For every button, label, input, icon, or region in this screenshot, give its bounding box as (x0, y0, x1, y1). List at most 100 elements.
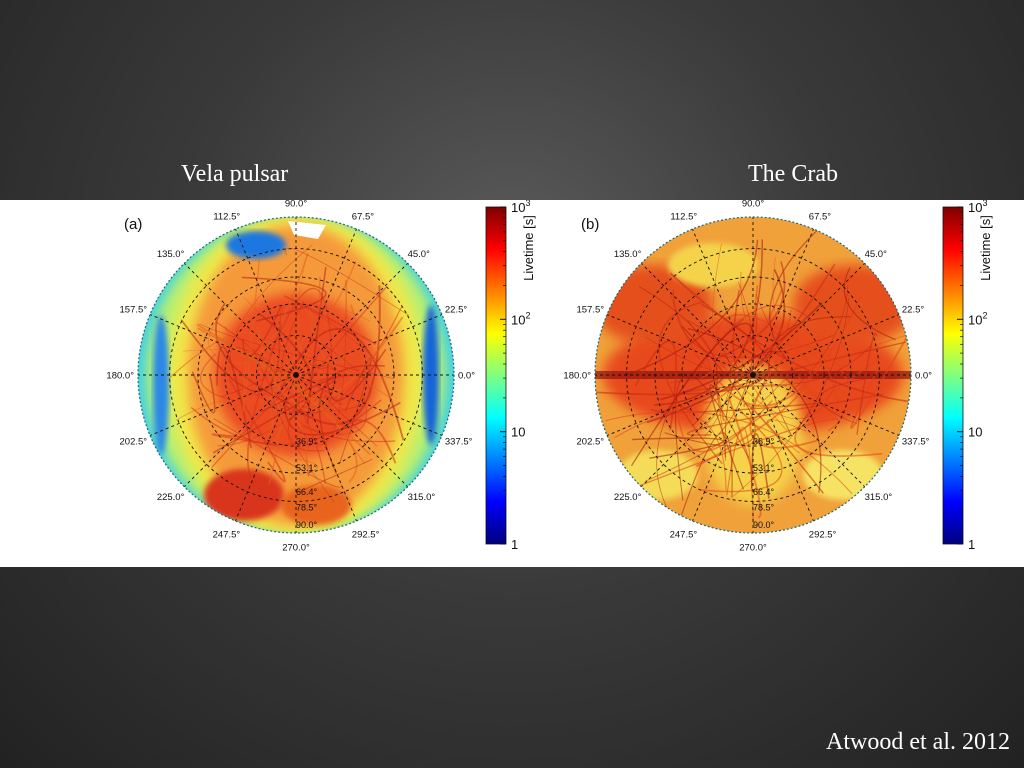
livetime-sky-maps: 0.0° 22.5° 45.0° 67.5° 90.0° 112.5° 135.0° 157.… (106, 198, 993, 554)
livetime-filament (196, 323, 358, 483)
azimuth-label: 225.0° (157, 492, 185, 503)
livetime-filament (246, 337, 278, 492)
azimuth-label: 90.0° (742, 200, 764, 210)
azimuth-spoke (752, 228, 814, 376)
livetime-filament (836, 333, 911, 367)
colorbar-gradient (485, 206, 507, 545)
livetime-filament (199, 323, 395, 379)
azimuth-spoke (183, 262, 297, 376)
livetime-filament (271, 363, 343, 503)
azimuth-spoke (149, 314, 297, 376)
colorbar-tick-label: 10 (968, 425, 982, 440)
colorbar-gradient (942, 206, 964, 545)
polar-grid (138, 217, 454, 533)
livetime-filament (856, 333, 878, 435)
livetime-filament (216, 346, 252, 449)
crab-title: The Crab (748, 161, 838, 187)
azimuth-label: 157.5° (120, 305, 148, 316)
livetime-filament (691, 305, 812, 382)
panel-label: (a) (124, 216, 142, 233)
azimuth-spoke (640, 262, 754, 376)
colorbar-tick-label: 102 (968, 310, 987, 327)
azimuth-label: 202.5° (120, 436, 148, 447)
azimuth-label: 22.5° (902, 305, 924, 316)
azimuth-label: 315.0° (865, 492, 893, 503)
livetime-filament (696, 333, 812, 468)
livetime-filament (324, 308, 371, 362)
livetime-filament (712, 243, 827, 376)
azimuth-spoke (752, 314, 900, 376)
livetime-filament (269, 303, 288, 438)
zenith-label: 53.1° (296, 463, 318, 473)
azimuth-label: 0.0° (458, 371, 475, 382)
zenith-label: 78.5° (296, 503, 318, 513)
zenith-label: 53.1° (753, 463, 775, 473)
azimuth-label: 270.0° (739, 543, 767, 554)
azimuth-label: 292.5° (352, 529, 380, 540)
azimuth-spoke (606, 314, 754, 376)
livetime-filament (297, 458, 373, 493)
figure-panel: 0.0° 22.5° 45.0° 67.5° 90.0° 112.5° 135.0° 157.… (0, 198, 1024, 567)
colorbar-label: Livetime [s] (978, 215, 993, 281)
azimuth-spoke (640, 374, 754, 488)
livetime-filament (750, 433, 770, 499)
azimuth-spoke (752, 262, 866, 376)
livetime-filament (664, 325, 756, 447)
panel-label: (b) (581, 216, 599, 233)
azimuth-label: 135.0° (614, 249, 642, 260)
azimuth-label: 45.0° (865, 249, 887, 260)
azimuth-spoke (692, 228, 754, 376)
livetime-filament (724, 350, 789, 458)
livetime-filament (645, 336, 872, 385)
colorbar-tick-label: 103 (968, 200, 987, 215)
azimuth-label: 247.5° (670, 529, 698, 540)
livetime-filament (743, 402, 825, 494)
zenith-label: 78.5° (753, 503, 775, 513)
livetime-filament (728, 398, 762, 519)
azimuth-label: 22.5° (445, 305, 467, 316)
livetime-filament (263, 374, 352, 398)
colorbar-tick-label: 1 (968, 537, 975, 552)
livetime-filament (749, 315, 819, 449)
heat-patch (803, 450, 883, 500)
livetime-filament (687, 327, 822, 493)
livetime-filament (718, 294, 863, 407)
livetime-filament (215, 320, 326, 484)
livetime-filament (632, 437, 724, 459)
azimuth-label: 202.5° (577, 436, 605, 447)
citation: Atwood et al. 2012 (826, 729, 1010, 755)
azimuth-label: 225.0° (614, 492, 642, 503)
azimuth-spoke (295, 228, 357, 376)
azimuth-spoke (295, 374, 443, 436)
azimuth-label: 180.0° (106, 371, 134, 382)
livetime-filament (255, 358, 381, 369)
livetime-filament (242, 305, 282, 357)
zenith-label: 90.0° (296, 520, 318, 530)
livetime-filament (675, 374, 750, 501)
azimuth-spoke (606, 374, 754, 436)
colorbar-label: Livetime [s] (521, 215, 536, 281)
livetime-filament (247, 394, 276, 419)
azimuth-label: 67.5° (809, 212, 831, 223)
azimuth-spoke (183, 374, 297, 488)
azimuth-label: 135.0° (157, 249, 185, 260)
livetime-filament (285, 247, 410, 316)
azimuth-label: 247.5° (213, 529, 241, 540)
livetime-filament (212, 377, 337, 454)
azimuth-label: 0.0° (915, 371, 932, 382)
livetime-filament (288, 336, 371, 413)
livetime-filament (228, 379, 286, 483)
zenith-ring (256, 335, 336, 415)
polar-grid (595, 217, 911, 533)
livetime-filament (242, 259, 260, 413)
heat-patch (281, 485, 351, 525)
azimuth-label: 337.5° (445, 436, 473, 447)
livetime-filament (230, 244, 313, 414)
livetime-filament (291, 381, 371, 456)
zenith-label: 36.9° (753, 436, 775, 446)
colorbar-tick-label: 10 (511, 425, 525, 440)
livetime-filament (733, 297, 850, 497)
heat-gap (288, 221, 326, 239)
